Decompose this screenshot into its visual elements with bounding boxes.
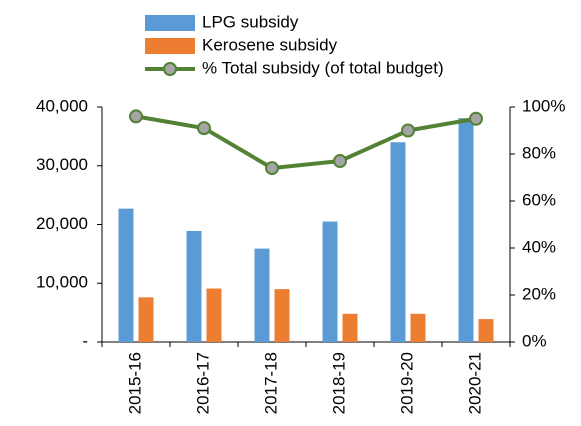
line-marker: [401, 123, 415, 138]
y-tick-label: 40,000: [36, 96, 88, 115]
bar: [390, 142, 406, 342]
bar: [458, 118, 474, 342]
bar: [186, 230, 202, 342]
bar: [274, 289, 290, 342]
y2-tick-label: 60%: [522, 190, 556, 209]
y2-tick-label: 20%: [522, 284, 556, 303]
y2-tick-label: 80%: [522, 143, 556, 162]
x-tick-label: 2019-20: [397, 352, 416, 414]
bar: [410, 313, 426, 342]
x-tick-label: 2015-16: [125, 352, 144, 414]
legend-label: Kerosene subsidy: [202, 35, 338, 54]
bar: [118, 208, 134, 342]
x-tick-label: 2020-21: [465, 352, 484, 414]
y-tick-label: 20,000: [36, 214, 88, 233]
x-tick-label: 2017-18: [261, 352, 280, 414]
legend-label: LPG subsidy: [202, 12, 299, 31]
line-marker: [129, 109, 143, 124]
line: [135, 114, 477, 171]
bar: [322, 221, 338, 342]
y-tick-label: 30,000: [36, 155, 88, 174]
y-tick-label: 10,000: [36, 273, 88, 292]
legend-marker: [163, 62, 177, 76]
legend-label: % Total subsidy (of total budget): [202, 58, 444, 77]
line-marker: [469, 111, 483, 126]
bar: [138, 297, 154, 342]
x-tick-label: 2016-17: [193, 352, 212, 414]
y2-tick-label: 40%: [522, 237, 556, 256]
line-marker: [265, 161, 279, 176]
x-tick-label: 2018-19: [329, 352, 348, 414]
line-marker: [197, 121, 211, 136]
legend-swatch: [145, 15, 195, 31]
bar: [206, 288, 222, 342]
bar: [342, 313, 358, 342]
bar: [254, 248, 270, 342]
legend-swatch: [145, 38, 195, 54]
y2-tick-label: 0%: [522, 331, 547, 350]
bar: [478, 319, 494, 342]
y-tick-label: -: [82, 331, 88, 350]
y2-tick-label: 100%: [522, 96, 565, 115]
line-marker: [333, 154, 347, 169]
